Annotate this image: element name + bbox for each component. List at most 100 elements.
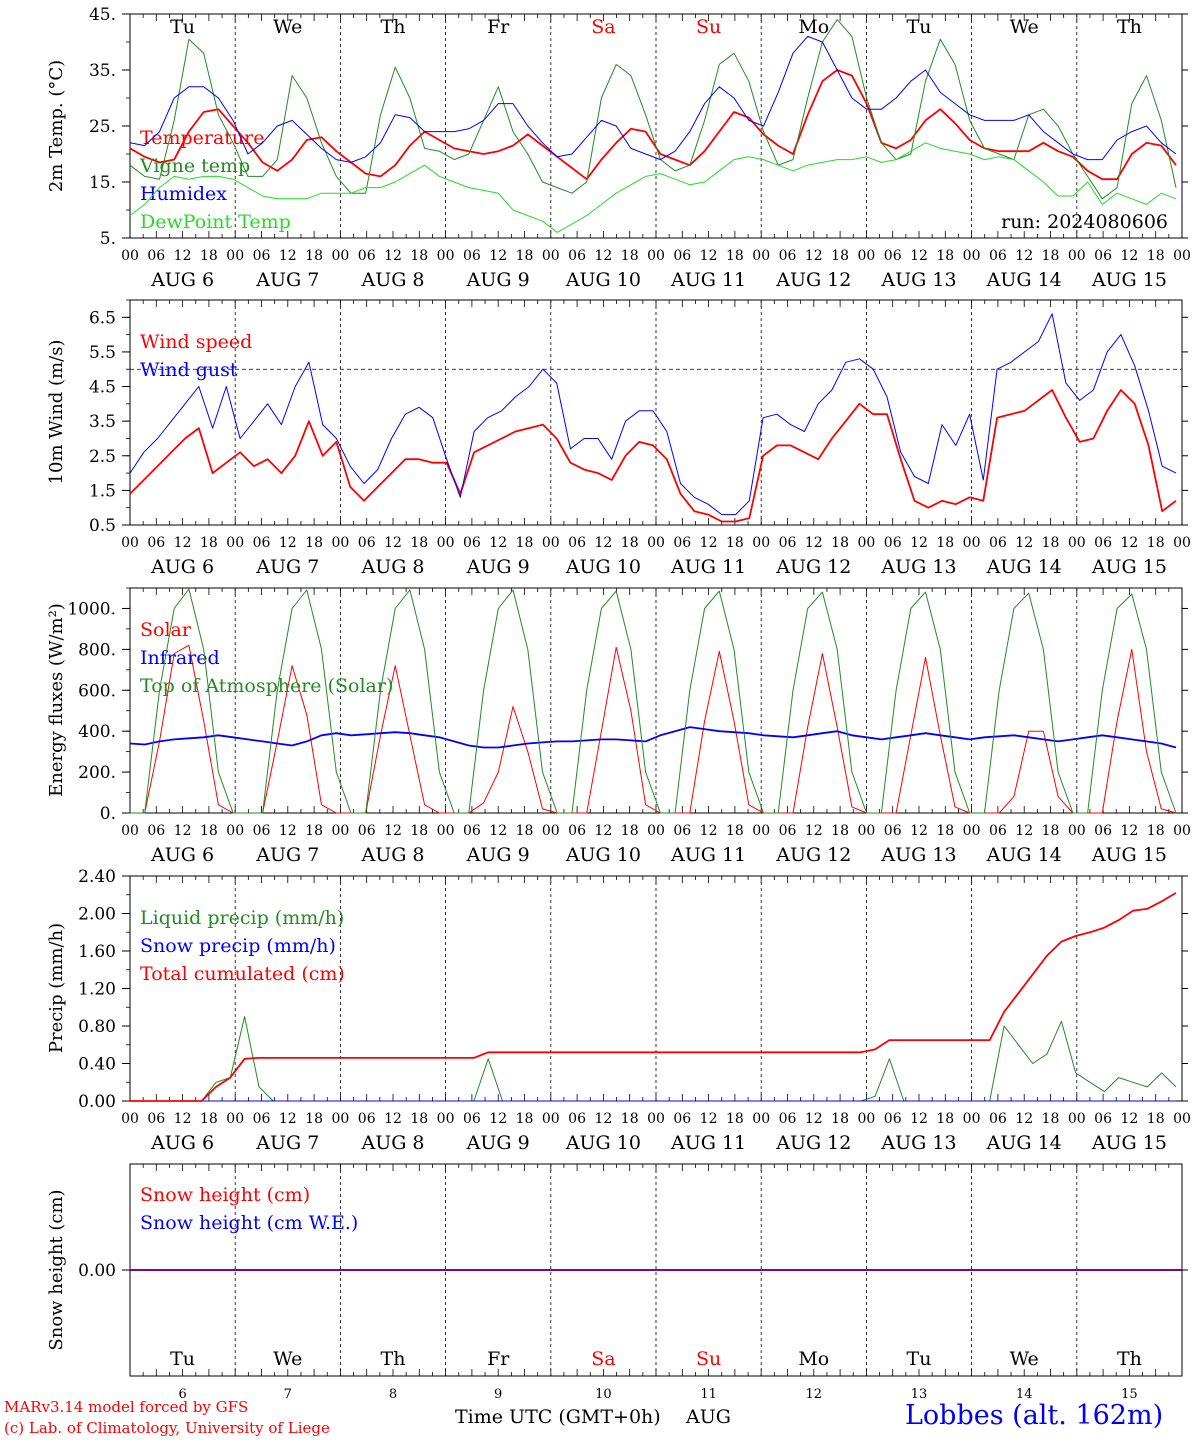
hour-label: 00 xyxy=(752,248,770,264)
legend-entry: Snow height (cm W.E.) xyxy=(140,1212,358,1234)
hour-label: 12 xyxy=(805,535,823,551)
date-label: AUG 7 xyxy=(255,844,319,866)
date-label: AUG 8 xyxy=(360,844,424,866)
weekday-label-bottom: Su xyxy=(696,1348,721,1370)
hour-label: 00 xyxy=(331,248,349,264)
hour-label: 12 xyxy=(594,248,612,264)
hour-label: 18 xyxy=(305,1111,323,1127)
weekday-label-bottom: Tu xyxy=(170,1348,195,1370)
hour-label: 18 xyxy=(516,823,534,839)
hour-label: 06 xyxy=(253,535,271,551)
day-number-bottom: 7 xyxy=(284,1387,292,1402)
date-label: AUG 9 xyxy=(466,556,530,578)
hour-label: 18 xyxy=(831,1111,849,1127)
hour-label: 00 xyxy=(963,1111,981,1127)
hour-label: 18 xyxy=(200,248,218,264)
hour-label: 18 xyxy=(936,535,954,551)
hour-label: 12 xyxy=(384,248,402,264)
hour-label: 12 xyxy=(910,823,928,839)
hour-label: 00 xyxy=(121,535,139,551)
y-tick-label: 200. xyxy=(78,763,116,783)
hour-label: 00 xyxy=(857,823,875,839)
hour-label: 18 xyxy=(726,535,744,551)
hour-label: 12 xyxy=(279,1111,297,1127)
hour-label: 06 xyxy=(568,1111,586,1127)
hour-label: 00 xyxy=(1068,535,1086,551)
hour-label: 00 xyxy=(331,1111,349,1127)
weekday-label-top: Mo xyxy=(798,16,829,38)
day-number-bottom: 13 xyxy=(911,1387,928,1402)
time-axis-month: AUG xyxy=(686,1406,731,1428)
hour-label: 18 xyxy=(726,823,744,839)
series-line-0 xyxy=(129,389,1177,523)
legend-entry: Humidex xyxy=(140,183,227,205)
hour-label: 06 xyxy=(358,248,376,264)
y-tick-label: 5. xyxy=(100,229,116,249)
hour-label: 18 xyxy=(1042,823,1060,839)
hour-label: 00 xyxy=(647,535,665,551)
y-tick-label: 45. xyxy=(89,5,116,25)
weekday-label-bottom: We xyxy=(273,1348,302,1370)
hour-label: 12 xyxy=(384,535,402,551)
y-tick-label: 1.5 xyxy=(89,481,116,501)
weekday-label-bottom: Sa xyxy=(591,1348,615,1370)
hour-label: 06 xyxy=(884,823,902,839)
date-label: AUG 12 xyxy=(775,556,851,578)
hour-label: 18 xyxy=(831,248,849,264)
date-label: AUG 6 xyxy=(150,844,214,866)
hour-label: 00 xyxy=(1173,248,1191,264)
hour-label: 18 xyxy=(726,1111,744,1127)
day-number-bottom: 15 xyxy=(1121,1387,1138,1402)
hour-label: 18 xyxy=(936,823,954,839)
weekday-label-top: Th xyxy=(381,16,406,38)
weekday-label-bottom: Th xyxy=(1117,1348,1142,1370)
hour-label: 06 xyxy=(779,535,797,551)
date-label: AUG 11 xyxy=(670,844,746,866)
hour-label: 00 xyxy=(226,823,244,839)
hour-label: 06 xyxy=(989,248,1007,264)
legend-entry: Solar xyxy=(140,619,192,641)
y-tick-label: 800. xyxy=(78,640,116,660)
hour-label: 18 xyxy=(1147,248,1165,264)
hour-label: 18 xyxy=(936,1111,954,1127)
legend-entry: Snow height (cm) xyxy=(140,1184,310,1206)
hour-label: 06 xyxy=(989,535,1007,551)
hour-label: 00 xyxy=(226,248,244,264)
hour-label: 06 xyxy=(673,248,691,264)
panel-frame xyxy=(129,587,1183,814)
time-axis-label: Time UTC (GMT+0h) xyxy=(455,1406,661,1428)
hour-label: 12 xyxy=(700,823,718,839)
weekday-label-top: Fr xyxy=(487,16,510,38)
y-tick-label: 1.20 xyxy=(78,980,116,1000)
hour-label: 12 xyxy=(279,535,297,551)
hour-label: 18 xyxy=(516,535,534,551)
legend-entry: Infrared xyxy=(140,647,220,669)
hour-label: 18 xyxy=(1042,1111,1060,1127)
hour-label: 06 xyxy=(568,823,586,839)
hour-label: 00 xyxy=(752,823,770,839)
hour-label: 00 xyxy=(121,248,139,264)
hour-label: 06 xyxy=(253,823,271,839)
hour-label: 18 xyxy=(516,248,534,264)
y-tick-label: 0.40 xyxy=(78,1055,116,1075)
model-credit: MARv3.14 model forced by GFS xyxy=(4,1398,249,1416)
hour-label: 18 xyxy=(831,535,849,551)
hour-label: 00 xyxy=(1068,823,1086,839)
hour-label: 06 xyxy=(147,1111,165,1127)
hour-label: 12 xyxy=(279,823,297,839)
day-number-bottom: 9 xyxy=(494,1387,502,1402)
hour-label: 00 xyxy=(963,535,981,551)
hour-label: 06 xyxy=(568,248,586,264)
date-label: AUG 15 xyxy=(1091,1132,1167,1154)
hour-label: 12 xyxy=(700,1111,718,1127)
y-tick-label: 6.5 xyxy=(89,308,116,328)
date-label: AUG 13 xyxy=(880,1132,956,1154)
hour-label: 18 xyxy=(516,1111,534,1127)
date-label: AUG 8 xyxy=(360,269,424,291)
date-label: AUG 13 xyxy=(880,556,956,578)
date-label: AUG 6 xyxy=(150,556,214,578)
date-label: AUG 8 xyxy=(360,1132,424,1154)
series-line-0 xyxy=(129,69,1177,181)
hour-label: 06 xyxy=(358,535,376,551)
hour-label: 00 xyxy=(963,823,981,839)
